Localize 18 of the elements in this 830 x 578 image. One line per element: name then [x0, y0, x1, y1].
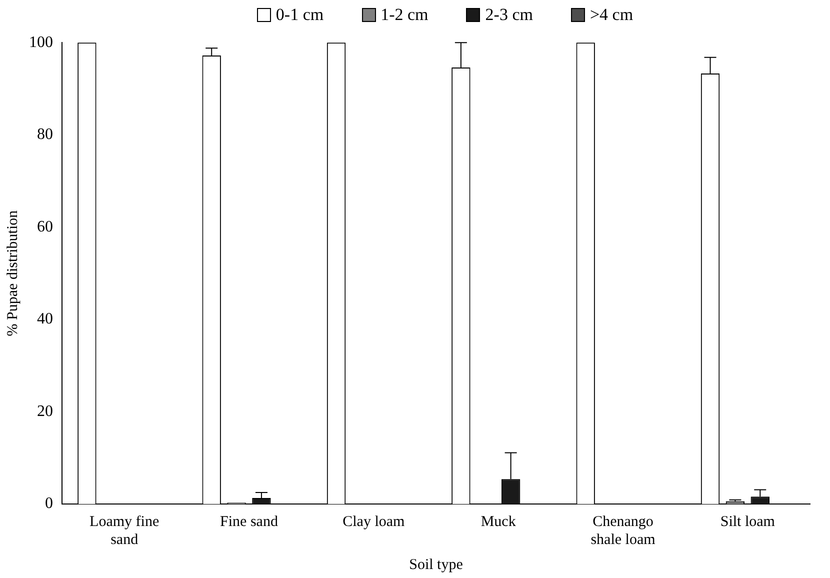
y-tick-label: 20: [37, 402, 53, 420]
y-tick-label: 40: [37, 310, 53, 328]
x-tick-label: Fine sand: [220, 514, 278, 530]
legend-label: 1-2 cm: [380, 5, 428, 25]
x-axis-title: Soil type: [409, 556, 464, 573]
x-tick-label: Loamy fine sand: [90, 514, 160, 548]
legend-label: 2-3 cm: [485, 5, 533, 25]
y-tick-label: 100: [29, 34, 53, 51]
x-tick-label: Silt loam: [720, 514, 776, 530]
legend-label: >4 cm: [590, 5, 634, 25]
y-tick-label: 80: [37, 126, 53, 144]
y-axis-title: % Pupae distribution: [4, 210, 21, 336]
x-tick-label: Chenango shale loam: [590, 514, 656, 548]
y-tick-label: 60: [37, 218, 53, 236]
x-tick-label: Muck: [480, 514, 516, 530]
x-tick-label: Clay loam: [342, 514, 406, 530]
y-tick-label: 0: [45, 495, 53, 512]
series-label: 0-1 cm: [276, 5, 324, 25]
